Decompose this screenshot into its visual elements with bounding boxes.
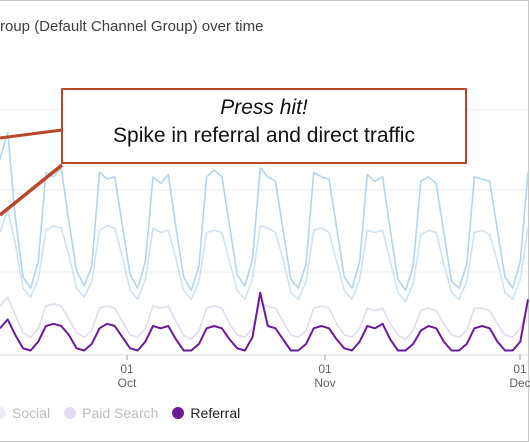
- annotation-arrow: [0, 128, 63, 140]
- series-lines: [0, 131, 529, 352]
- legend-swatch: [172, 407, 185, 419]
- legend-label: Paid Search: [82, 405, 159, 421]
- x-tick-label-month: Nov: [314, 376, 335, 390]
- annotation-arrow: [0, 163, 64, 217]
- annotation-line2: Spike in referral and direct traffic: [113, 124, 415, 147]
- annotation-callout: Press hit! Spike in referral and direct …: [61, 88, 467, 164]
- legend-swatch: [64, 407, 77, 419]
- annotation-line1: Press hit!: [220, 96, 308, 119]
- legend-item-paid-search[interactable]: Paid Search: [64, 405, 158, 421]
- legend-item-referral[interactable]: Referral: [172, 405, 240, 421]
- series-line-organic-light-blue-lower-: [0, 209, 529, 303]
- x-tick-label-day: 01: [318, 362, 332, 376]
- series-line-direct-light-blue-upper-: [0, 131, 529, 292]
- x-tick-label-month: Oct: [118, 376, 137, 390]
- chart-title: roup (Default Channel Group) over time: [0, 18, 264, 35]
- series-line-referral: [0, 291, 529, 352]
- annotation-arrows: [0, 128, 64, 217]
- x-tick-label-day: 01: [513, 362, 527, 376]
- x-tick-label-month: Dec: [509, 376, 530, 390]
- legend-label: Referral: [190, 405, 241, 421]
- x-tick-label-day: 01: [120, 362, 134, 376]
- chart-legend: Social Paid Search Referral: [0, 405, 254, 421]
- legend-item-social[interactable]: Social: [0, 405, 50, 421]
- series-line-paid-search: [0, 296, 529, 341]
- legend-label: Social: [12, 405, 51, 421]
- legend-swatch: [0, 407, 6, 419]
